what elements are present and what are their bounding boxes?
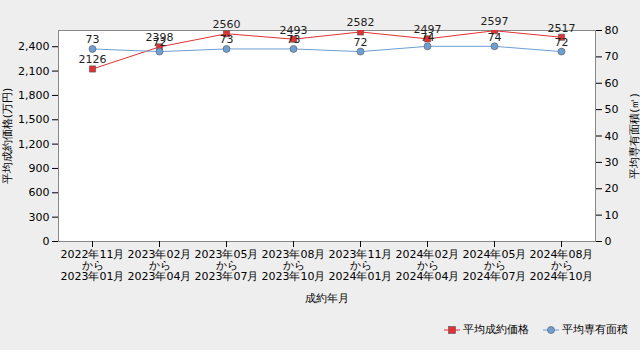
svg-text:2582: 2582 [347,16,375,29]
svg-text:80: 80 [605,24,619,37]
svg-text:平均専有面積(㎡): 平均専有面積(㎡) [628,93,640,179]
svg-text:2517: 2517 [548,22,576,35]
svg-text:900: 900 [29,162,50,175]
svg-text:74: 74 [421,31,435,44]
svg-text:60: 60 [605,77,619,90]
svg-text:50: 50 [605,103,619,116]
svg-text:2126: 2126 [79,53,107,66]
svg-text:20: 20 [605,182,619,195]
svg-text:72: 72 [354,36,368,49]
svg-text:2493: 2493 [279,23,308,37]
svg-text:73: 73 [220,33,234,46]
svg-text:74: 74 [488,31,502,44]
svg-text:2597: 2597 [481,15,509,28]
svg-text:72: 72 [555,36,569,49]
svg-text:30: 30 [605,156,619,169]
svg-text:2024年02月から2024年04月: 2024年02月から2024年04月 [396,248,460,283]
svg-text:2,400: 2,400 [18,40,50,53]
svg-text:2023年11月から2024年01月: 2023年11月から2024年01月 [329,248,393,283]
svg-text:2024年08月から2024年10月: 2024年08月から2024年10月 [530,248,594,283]
svg-text:70: 70 [605,50,619,63]
html-text:平均成約価格: 平均成約価格 [463,323,529,336]
svg-text:平均成約価格(万円): 平均成約価格(万円) [1,88,14,185]
svg-text:2497: 2497 [413,23,442,37]
svg-text:2398: 2398 [145,31,174,45]
svg-text:1,200: 1,200 [18,138,50,151]
svg-text:2024年05月から2024年07月: 2024年05月から2024年07月 [463,248,527,283]
svg-text:2023年08月から2023年10月: 2023年08月から2023年10月 [262,248,326,283]
svg-text:2,100: 2,100 [18,65,50,78]
svg-text:73: 73 [86,33,100,46]
svg-text:300: 300 [29,211,50,224]
svg-text:2023年02月から2023年04月: 2023年02月から2023年04月 [128,248,192,283]
svg-text:2023年05月から2023年07月: 2023年05月から2023年07月 [195,248,259,283]
svg-text:2022年11月から2023年01月: 2022年11月から2023年01月 [61,248,125,283]
svg-text:73: 73 [287,33,301,46]
svg-text:1,500: 1,500 [18,113,50,126]
svg-text:0: 0 [605,235,612,248]
svg-text:2560: 2560 [213,18,241,31]
svg-text:72: 72 [153,36,167,49]
svg-text:0: 0 [43,235,50,248]
svg-text:成約年月: 成約年月 [305,292,349,305]
svg-text:1,800: 1,800 [18,89,50,102]
svg-text:40: 40 [605,130,619,143]
svg-text:600: 600 [29,186,50,199]
svg-text:10: 10 [605,209,619,222]
html-text:平均専有面積: 平均専有面積 [562,323,628,336]
